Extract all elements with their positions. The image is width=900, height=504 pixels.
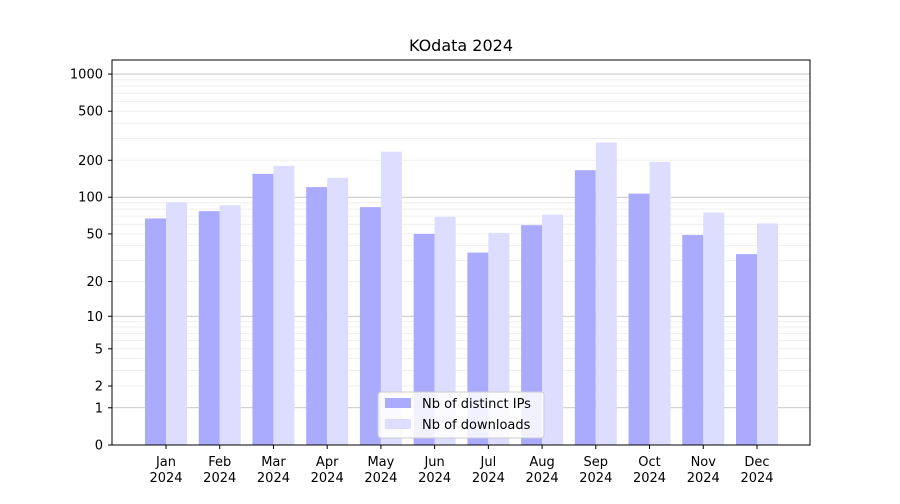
bar-distinct-ips	[682, 234, 704, 445]
bar-downloads	[434, 216, 456, 445]
bar-downloads	[649, 161, 671, 445]
bar-distinct-ips	[306, 187, 328, 446]
y-axis: 0 1 2 5 10 20 50 100 200 500 1000	[70, 68, 112, 454]
x-tick-label: Jun 2024	[418, 455, 451, 486]
x-tick-label: Jul 2024	[472, 455, 505, 486]
x-tick-label: Sep 2024	[579, 455, 612, 486]
bar-downloads	[703, 212, 725, 445]
y-tick-label: 1000	[70, 68, 103, 83]
y-tick-label: 50	[86, 227, 103, 242]
bars	[145, 142, 778, 446]
bar-distinct-ips	[198, 211, 220, 445]
bar-distinct-ips	[628, 193, 650, 445]
x-tick-label: Mar 2024	[257, 455, 290, 486]
bar-downloads	[757, 223, 778, 445]
bar-downloads	[327, 177, 349, 445]
legend-swatch-downloads	[385, 419, 411, 429]
y-tick-label: 1	[95, 401, 103, 416]
x-tick-label: Jan 2024	[149, 455, 182, 486]
x-tick-label: Nov 2024	[687, 455, 720, 486]
bar-downloads	[166, 202, 187, 445]
legend-label-distinct-ips: Nb of distinct IPs	[422, 397, 531, 412]
bar-downloads	[273, 165, 295, 446]
chart-title: KOdata 2024	[409, 36, 513, 55]
y-tick-label: 200	[78, 154, 103, 169]
y-tick-label: 5	[95, 342, 103, 357]
x-tick-label: Aug 2024	[526, 455, 559, 486]
x-tick-label: Apr 2024	[311, 455, 344, 486]
x-tick-label: Oct 2024	[633, 455, 666, 486]
legend: Nb of distinct IPs Nb of downloads	[377, 391, 545, 439]
bar-distinct-ips	[736, 254, 757, 445]
bar-downloads	[595, 142, 617, 445]
bar-distinct-ips	[521, 225, 543, 445]
plot-frame	[111, 59, 811, 446]
bar-distinct-ips	[574, 170, 596, 445]
bar-downloads	[542, 214, 564, 445]
bar-downloads	[380, 151, 402, 445]
bar-distinct-ips	[359, 207, 381, 445]
legend-box	[377, 391, 545, 439]
legend-swatch-distinct-ips	[385, 398, 411, 408]
bar-distinct-ips	[252, 173, 274, 445]
legend-label-downloads: Nb of downloads	[422, 418, 531, 433]
x-axis: Jan 2024 Feb 2024 Mar 2024 Apr 2024 May 2024 Jun 20…	[149, 445, 774, 486]
y-tick-label: 100	[78, 191, 103, 206]
bar-distinct-ips	[145, 218, 166, 445]
bar-downloads	[219, 205, 241, 445]
x-tick-label: May 2024	[364, 455, 397, 486]
y-tick-label: 2	[95, 380, 103, 395]
y-tick-label: 20	[86, 275, 103, 290]
x-tick-label: Dec 2024	[740, 455, 773, 486]
x-tick-label: Feb 2024	[203, 455, 236, 486]
y-tick-label: 0	[95, 439, 103, 454]
y-tick-label: 10	[86, 310, 103, 325]
y-tick-label: 500	[78, 105, 103, 120]
